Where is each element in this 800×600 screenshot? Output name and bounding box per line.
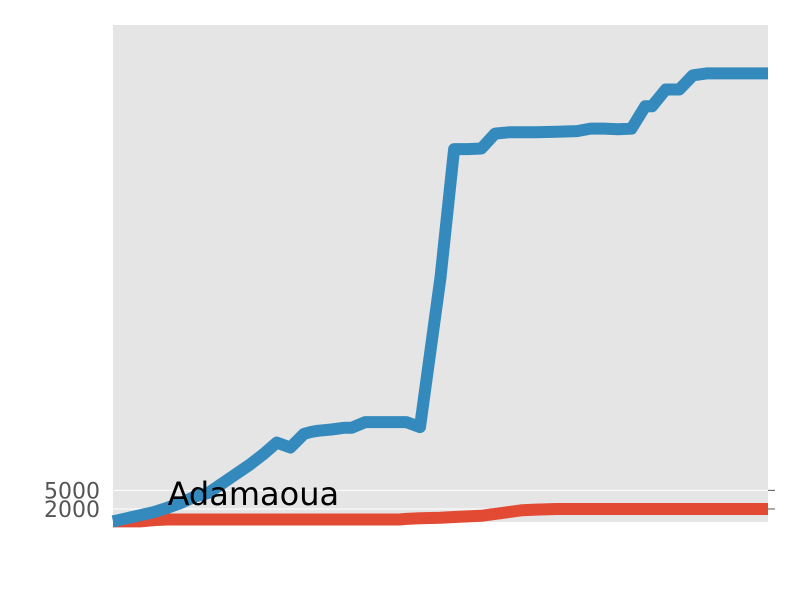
series-layer xyxy=(111,67,768,528)
series-line xyxy=(111,67,768,528)
y-tick-label: 5000 xyxy=(44,479,100,504)
series-line xyxy=(113,503,768,528)
annotation-label: Adamaoua xyxy=(168,475,339,513)
y-tick-label: 2000 xyxy=(44,498,100,523)
